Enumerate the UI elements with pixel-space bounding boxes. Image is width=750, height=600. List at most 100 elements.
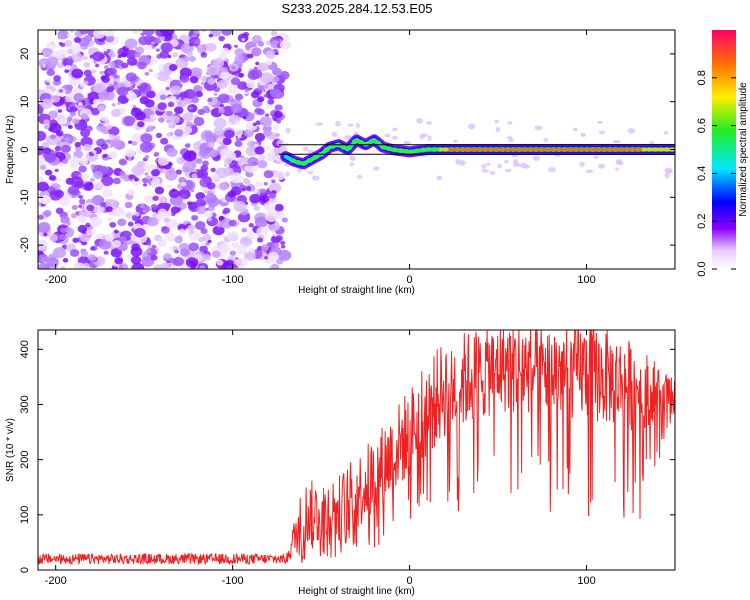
noise-blob [102, 189, 113, 198]
noise-blob [166, 132, 172, 137]
noise-blob [216, 221, 224, 228]
noise-blob [150, 254, 158, 261]
noise-blob [242, 116, 247, 120]
noise-blob [347, 123, 354, 127]
noise-blob [508, 138, 514, 143]
snr-xlabel: Height of straight line (km) [298, 586, 415, 597]
noise-blob [41, 47, 54, 58]
noise-blob [497, 163, 502, 169]
noise-blob [191, 214, 199, 221]
noise-blob [267, 98, 275, 105]
signal-core [577, 147, 582, 152]
noise-blob [56, 113, 68, 124]
signal-bead [419, 147, 427, 153]
noise-blob [524, 165, 531, 169]
noise-blob [157, 156, 169, 166]
noise-blob [253, 205, 261, 211]
noise-blob [266, 60, 273, 66]
noise-blob [118, 264, 124, 269]
noise-blob [60, 215, 70, 224]
noise-blob [231, 241, 240, 249]
signal-core [439, 147, 444, 152]
noise-blob [67, 124, 73, 129]
noise-blob [152, 195, 159, 202]
noise-blob [71, 68, 84, 79]
signal-bead [329, 144, 336, 149]
noise-blob [46, 41, 57, 50]
noise-blob [190, 189, 195, 193]
signal-core [535, 147, 541, 152]
noise-blob [224, 157, 232, 165]
noise-blob [166, 110, 173, 117]
noise-blob [193, 116, 205, 127]
signal-bead [351, 139, 359, 144]
noise-blob [203, 210, 213, 218]
signal-core [558, 147, 564, 152]
noise-blob [46, 78, 52, 83]
signal-core [664, 147, 670, 152]
noise-blob [46, 257, 59, 268]
noise-blob [259, 116, 272, 126]
noise-blob [235, 257, 248, 268]
noise-blob [280, 244, 286, 249]
noise-blob [191, 173, 198, 179]
signal-core [567, 147, 573, 152]
noise-blob [384, 133, 391, 138]
noise-blob [194, 39, 201, 45]
noise-blob [108, 134, 115, 139]
noise-blob [597, 120, 604, 124]
noise-blob [148, 68, 153, 73]
snr-ytick-label: 300 [19, 395, 31, 413]
noise-blob [53, 247, 67, 259]
noise-blob [202, 234, 212, 242]
noise-blob [57, 109, 62, 113]
noise-blob [163, 253, 172, 261]
noise-blob [90, 166, 95, 170]
signal-core [457, 147, 463, 152]
noise-blob [202, 160, 209, 167]
noise-blob [43, 209, 52, 217]
colorbar-tick-label: 0.6 [696, 118, 708, 133]
noise-blob [579, 161, 585, 167]
noise-blob [252, 122, 257, 126]
noise-blob [172, 256, 184, 267]
noise-blob [119, 170, 126, 176]
noise-blob [231, 66, 236, 70]
noise-blob [99, 70, 104, 75]
signal-core [632, 147, 638, 152]
noise-blob [185, 121, 193, 128]
snr-ytick-label: 400 [19, 340, 31, 358]
signal-core [452, 147, 458, 152]
noise-blob [43, 232, 48, 237]
noise-blob [580, 132, 586, 137]
snr-ytick-label: 100 [19, 506, 31, 524]
noise-blob [79, 82, 87, 88]
noise-blob [391, 127, 398, 132]
colorbar-tick-label: 0.8 [696, 70, 708, 85]
noise-blob [151, 41, 155, 45]
noise-blob [85, 227, 96, 236]
noise-blob [249, 193, 261, 204]
signal-core [512, 147, 518, 152]
signal-core [517, 147, 523, 152]
noise-blob [664, 172, 670, 179]
noise-blob [62, 258, 69, 263]
noise-blob [195, 158, 203, 164]
noise-blob [167, 55, 172, 59]
noise-blob [234, 93, 244, 101]
noise-blob [107, 217, 114, 222]
noise-blob [144, 195, 155, 204]
noise-blob [69, 30, 75, 33]
noise-blob [117, 218, 127, 227]
noise-blob [225, 259, 234, 267]
noise-blob [182, 112, 194, 122]
noise-blob [356, 174, 363, 179]
noise-blob [113, 229, 119, 234]
noise-blob [253, 66, 258, 70]
colorbar-tick-label: 0.2 [696, 214, 708, 229]
signal-core [590, 147, 596, 152]
noise-blob [69, 249, 80, 257]
noise-blob [274, 110, 283, 119]
noise-blob [195, 192, 206, 201]
noise-blob [105, 124, 113, 130]
